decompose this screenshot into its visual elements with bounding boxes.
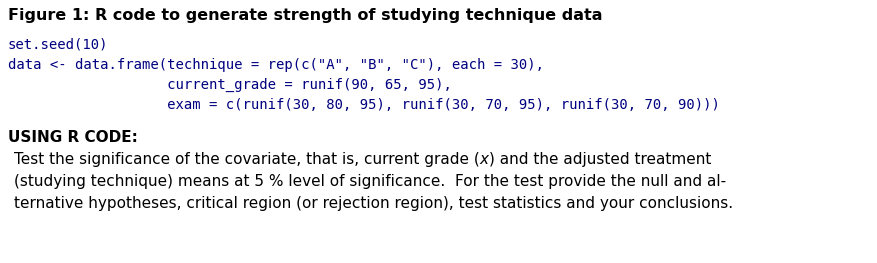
Text: (studying technique) means at 5 % level of significance.  For the test provide t: (studying technique) means at 5 % level … bbox=[14, 174, 726, 189]
Text: exam = c(runif(30, 80, 95), runif(30, 70, 95), runif(30, 70, 90))): exam = c(runif(30, 80, 95), runif(30, 70… bbox=[8, 98, 720, 112]
Text: x: x bbox=[480, 152, 488, 167]
Text: set.seed(10): set.seed(10) bbox=[8, 38, 109, 52]
Text: current_grade = runif(90, 65, 95),: current_grade = runif(90, 65, 95), bbox=[8, 78, 452, 92]
Text: ) and the adjusted treatment: ) and the adjusted treatment bbox=[488, 152, 711, 167]
Text: USING R CODE:: USING R CODE: bbox=[8, 130, 138, 145]
Text: Figure 1: R code to generate strength of studying technique data: Figure 1: R code to generate strength of… bbox=[8, 8, 602, 23]
Text: ternative hypotheses, critical region (or rejection region), test statistics and: ternative hypotheses, critical region (o… bbox=[14, 196, 733, 211]
Text: Test the significance of the covariate, that is, current grade (: Test the significance of the covariate, … bbox=[14, 152, 480, 167]
Text: data <- data.frame(technique = rep(c("A", "B", "C"), each = 30),: data <- data.frame(technique = rep(c("A"… bbox=[8, 58, 544, 72]
